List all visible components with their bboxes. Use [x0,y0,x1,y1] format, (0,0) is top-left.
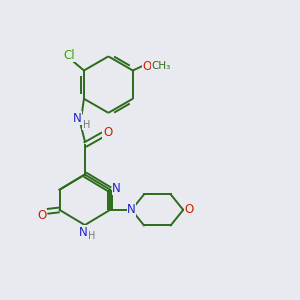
Text: N: N [127,203,136,216]
Text: O: O [184,203,194,216]
Text: N: N [79,226,88,239]
Text: N: N [72,112,81,124]
Text: O: O [103,125,112,139]
Text: Cl: Cl [63,49,75,62]
Text: O: O [142,59,152,73]
Text: H: H [88,231,95,241]
Text: CH₃: CH₃ [152,61,171,71]
Text: O: O [37,209,46,222]
Text: N: N [112,182,121,195]
Text: H: H [82,120,90,130]
